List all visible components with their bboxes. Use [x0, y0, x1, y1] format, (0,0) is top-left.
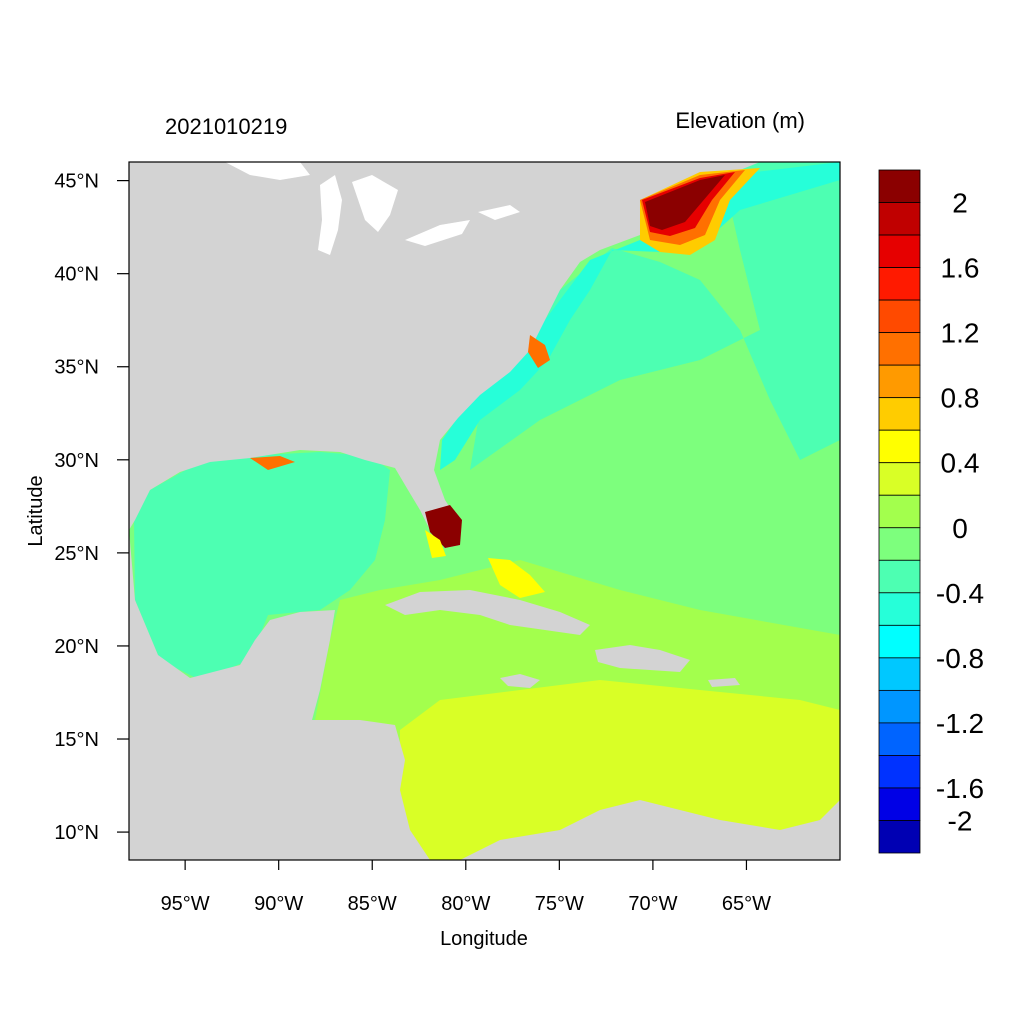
variable-label: Elevation (m) — [675, 108, 805, 133]
colorbar-swatch — [878, 787, 921, 821]
surge-gulf-of-maine-max — [645, 175, 725, 230]
gulf-of-mexico — [134, 452, 390, 680]
southern-caribbean — [400, 680, 840, 860]
colorbar-swatch — [878, 202, 921, 236]
north-america-land — [129, 162, 760, 548]
x-tick-label: 70°W — [628, 893, 677, 915]
colorbar-label: -2 — [948, 805, 973, 836]
lake-michigan — [318, 175, 342, 255]
y-tick-label: 10°N — [54, 822, 99, 844]
surge-south-florida — [425, 505, 462, 548]
colorbar-label: 1.6 — [941, 253, 980, 284]
great-lakes — [225, 162, 520, 255]
colorbar-swatch — [878, 332, 921, 366]
x-tick-label: 75°W — [535, 893, 584, 915]
colorbar-swatch — [878, 527, 921, 561]
y-tick-label: 35°N — [54, 357, 99, 379]
colorbar-swatch — [878, 722, 921, 756]
y-tick-label: 45°N — [54, 171, 99, 193]
lake-erie — [405, 220, 470, 246]
storm-surge-areas — [250, 168, 760, 598]
colorbar-label: 0.4 — [941, 448, 980, 479]
timestamp-label: 2021010219 — [165, 114, 287, 139]
plot-frame — [128, 161, 841, 861]
colorbar-swatch — [878, 689, 921, 724]
y-tick-label: 25°N — [54, 543, 99, 565]
colorbar-label: 0.8 — [941, 383, 980, 414]
colorbar: 2 1.6 1.2 0.8 0.4 0 -0.4 -0.8 -1.2 -1.6-2 — [878, 169, 984, 854]
surge-florida-west-coast — [425, 530, 446, 558]
colorbar-swatch — [878, 169, 921, 203]
colorbar-swatch — [878, 592, 921, 626]
south-america-land — [460, 800, 840, 860]
x-tick-label: 95°W — [161, 893, 210, 915]
jamaica-land — [500, 674, 540, 688]
lake-superior — [225, 162, 310, 180]
colorbar-swatch — [878, 429, 921, 464]
colorbar-label: 1.2 — [941, 318, 980, 349]
colorbar-swatch — [878, 234, 921, 268]
y-tick-label: 15°N — [54, 729, 99, 751]
colorbar-label: -1.6 — [936, 773, 984, 804]
colorbar-label: -1.2 — [936, 708, 984, 739]
lake-huron — [352, 175, 398, 232]
colorbar-swatch — [878, 559, 921, 594]
cuba-land — [385, 590, 590, 635]
x-axis-label: Longitude — [440, 928, 528, 950]
colorbar-swatch — [878, 462, 921, 496]
x-tick-label: 85°W — [348, 893, 397, 915]
y-axis-label: Latitude — [25, 475, 47, 546]
colorbar-swatch — [878, 820, 921, 854]
land-masses — [129, 162, 840, 860]
y-tick-label: 40°N — [54, 264, 99, 286]
colorbar-label: 2 — [952, 188, 968, 219]
northeast-ocean-band — [470, 162, 840, 470]
surge-chesapeake — [528, 335, 550, 368]
y-tick-label: 30°N — [54, 450, 99, 472]
x-axis: 95°W 90°W 85°W 80°W 75°W 70°W 65°W — [161, 860, 771, 915]
colorbar-swatch — [878, 267, 921, 301]
x-tick-label: 65°W — [722, 893, 771, 915]
y-axis: 45°N 40°N 35°N 30°N 25°N 20°N 15°N 10°N — [54, 171, 129, 844]
colorbar-swatch — [878, 657, 921, 691]
colorbar-label: -0.8 — [936, 643, 984, 674]
y-tick-label: 20°N — [54, 636, 99, 658]
hispaniola-land — [595, 645, 690, 672]
colorbar-label: -0.4 — [936, 578, 984, 609]
surge-louisiana-coast — [250, 456, 295, 470]
lake-ontario — [478, 205, 520, 220]
surge-bahamas — [488, 558, 545, 598]
colorbar-swatch — [878, 755, 921, 789]
colorbar-swatch — [878, 397, 921, 431]
colorbar-swatch — [878, 299, 921, 334]
x-tick-label: 80°W — [441, 893, 490, 915]
colorbar-swatch — [878, 494, 921, 529]
colorbar-label: 0 — [952, 513, 968, 544]
puerto-rico-land — [708, 678, 740, 687]
x-tick-label: 90°W — [254, 893, 303, 915]
colorbar-swatch — [878, 364, 921, 399]
colorbar-swatch — [878, 624, 921, 659]
mexico-central-america-land — [129, 530, 430, 860]
map-area — [129, 162, 840, 860]
